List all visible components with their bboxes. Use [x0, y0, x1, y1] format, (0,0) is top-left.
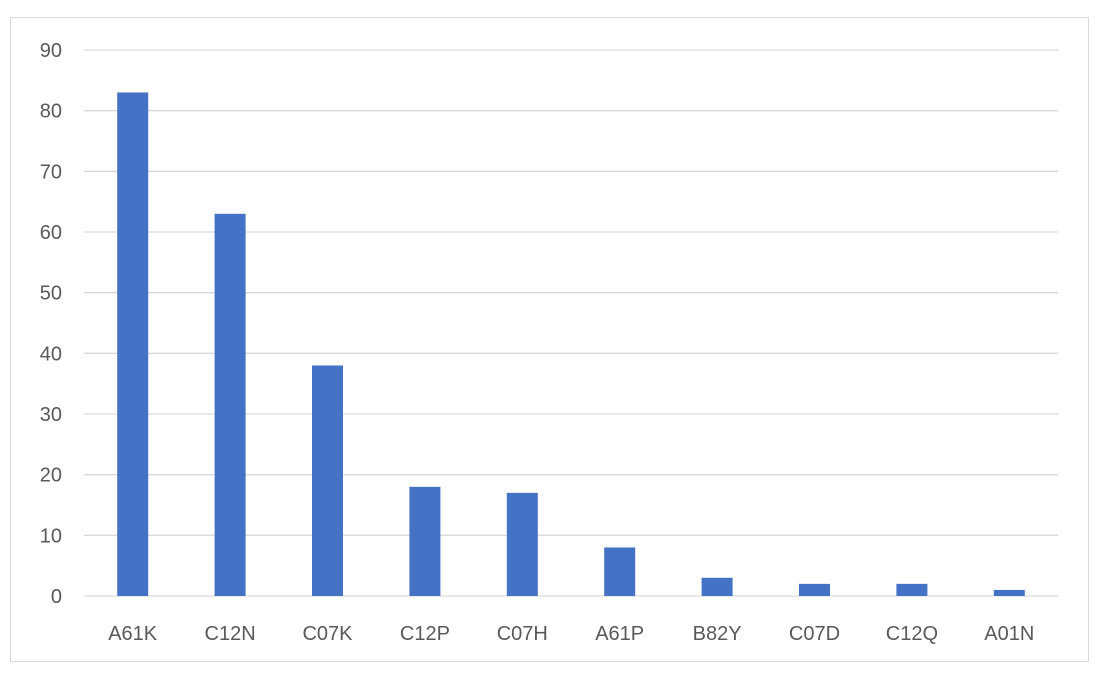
- y-tick-label: 50: [40, 283, 62, 305]
- x-tick-label: C12P: [400, 623, 450, 645]
- y-tick-label: 0: [51, 586, 62, 608]
- y-tick-label: 10: [40, 525, 62, 547]
- bar-C07D: [799, 583, 830, 596]
- x-axis-ticks: A61K C12N C07K C12P C07H A61P B82Y C07D C12Q A01N: [108, 623, 1034, 645]
- gridlines: [84, 49, 1058, 597]
- x-tick-label: B82Y: [693, 623, 742, 645]
- x-tick-label: C07K: [302, 623, 353, 645]
- y-tick-label: 80: [40, 101, 62, 123]
- x-tick-label: C07H: [497, 623, 548, 645]
- y-tick-label: 90: [40, 40, 62, 62]
- bar-C12Q: [896, 583, 928, 596]
- y-tick-label: 70: [40, 161, 62, 183]
- bar-A01N: [993, 589, 1025, 596]
- y-axis-ticks: 0 10 20 30 40 50 60 70 80 90: [40, 40, 62, 608]
- x-tick-label: A01N: [984, 623, 1034, 645]
- bar-B82Y: [701, 577, 733, 596]
- y-tick-label: 30: [40, 404, 62, 426]
- y-tick-label: 40: [40, 343, 62, 365]
- x-tick-label: A61P: [595, 623, 644, 645]
- bar-A61K: [117, 92, 149, 596]
- bar-C07H: [506, 492, 538, 596]
- x-tick-label: C07D: [789, 623, 840, 645]
- x-tick-label: C12N: [205, 623, 256, 645]
- y-tick-label: 20: [40, 465, 62, 487]
- bar-C07K: [312, 365, 343, 596]
- y-tick-label: 60: [40, 222, 62, 244]
- bars: [117, 92, 1025, 597]
- chart-frame: [10, 17, 1089, 662]
- bar-C12N: [214, 213, 246, 597]
- x-tick-label: A61K: [108, 623, 158, 645]
- bar-C12P: [409, 486, 441, 596]
- bar-A61P: [604, 547, 636, 596]
- x-tick-label: C12Q: [886, 623, 938, 645]
